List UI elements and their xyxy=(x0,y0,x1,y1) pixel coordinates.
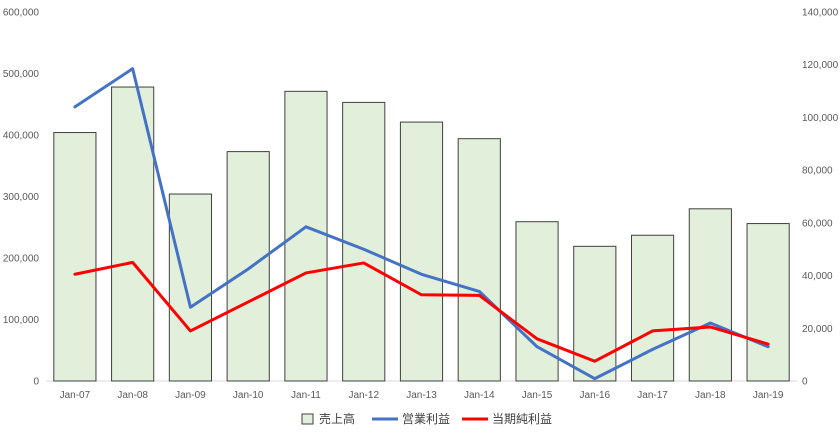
lines-layer xyxy=(73,67,770,381)
x-tick-label: Jan-09 xyxy=(175,390,206,401)
bar-jan-07 xyxy=(53,132,97,382)
bar-jan-16 xyxy=(573,245,617,382)
x-tick-label: Jan-10 xyxy=(233,390,264,401)
x-tick-label: Jan-15 xyxy=(522,390,553,401)
y-right-tick-label: 80,000 xyxy=(802,166,833,177)
y-right-tick-label: 60,000 xyxy=(802,218,833,229)
y-left-tick-label: 200,000 xyxy=(3,254,40,265)
y-left-tick-label: 300,000 xyxy=(3,192,40,203)
bar-jan-10 xyxy=(226,151,270,382)
bar-jan-13 xyxy=(399,121,444,382)
x-tick-label: Jan-11 xyxy=(291,390,321,401)
y-right-tick-label: 0 xyxy=(802,377,808,388)
y-left-tick-label: 400,000 xyxy=(3,131,40,142)
bar-jan-09 xyxy=(168,193,213,382)
y-right-tick-label: 120,000 xyxy=(802,60,839,71)
bar-jan-19 xyxy=(746,223,790,382)
bar-jan-17 xyxy=(630,234,675,382)
x-tick-label: Jan-19 xyxy=(753,390,784,401)
x-tick-label: Jan-08 xyxy=(117,390,148,401)
x-tick-label: Jan-14 xyxy=(464,390,495,401)
y-right-tick-label: 20,000 xyxy=(802,324,833,335)
bar-jan-12 xyxy=(342,101,386,382)
y-right-tick-label: 40,000 xyxy=(802,271,833,282)
y-right-tick-label: 100,000 xyxy=(802,113,839,124)
bar-jan-08 xyxy=(111,86,155,382)
x-tick-label: Jan-13 xyxy=(406,390,437,401)
y-right-tick-label: 140,000 xyxy=(802,8,839,19)
x-tick-label: Jan-16 xyxy=(580,390,611,401)
y-left-tick-label: 0 xyxy=(33,377,39,388)
y-left-tick-label: 600,000 xyxy=(3,8,40,19)
y-left-tick-label: 100,000 xyxy=(3,315,40,326)
x-tick-label: Jan-18 xyxy=(695,390,726,401)
tick-labels-layer: 0 100,000 200,000 300,000 400,000 500,000 600,… xyxy=(3,8,839,402)
bar-jan-18 xyxy=(688,208,732,382)
bars-layer xyxy=(53,86,790,382)
legend-label: 営業利益 xyxy=(402,412,450,426)
bar-jan-14 xyxy=(457,138,501,382)
legend-label: 当期純利益 xyxy=(492,412,552,426)
x-tick-label: Jan-07 xyxy=(60,390,91,401)
y-left-tick-label: 500,000 xyxy=(3,69,40,80)
legend-label: 売上高 xyxy=(319,411,355,426)
legend-swatch-bar xyxy=(301,413,314,425)
bar-jan-15 xyxy=(515,221,559,382)
x-tick-label: Jan-12 xyxy=(348,390,379,401)
legend: 売上高 営業利益 当期純利益 xyxy=(301,411,552,426)
x-tick-label: Jan-17 xyxy=(637,390,668,401)
